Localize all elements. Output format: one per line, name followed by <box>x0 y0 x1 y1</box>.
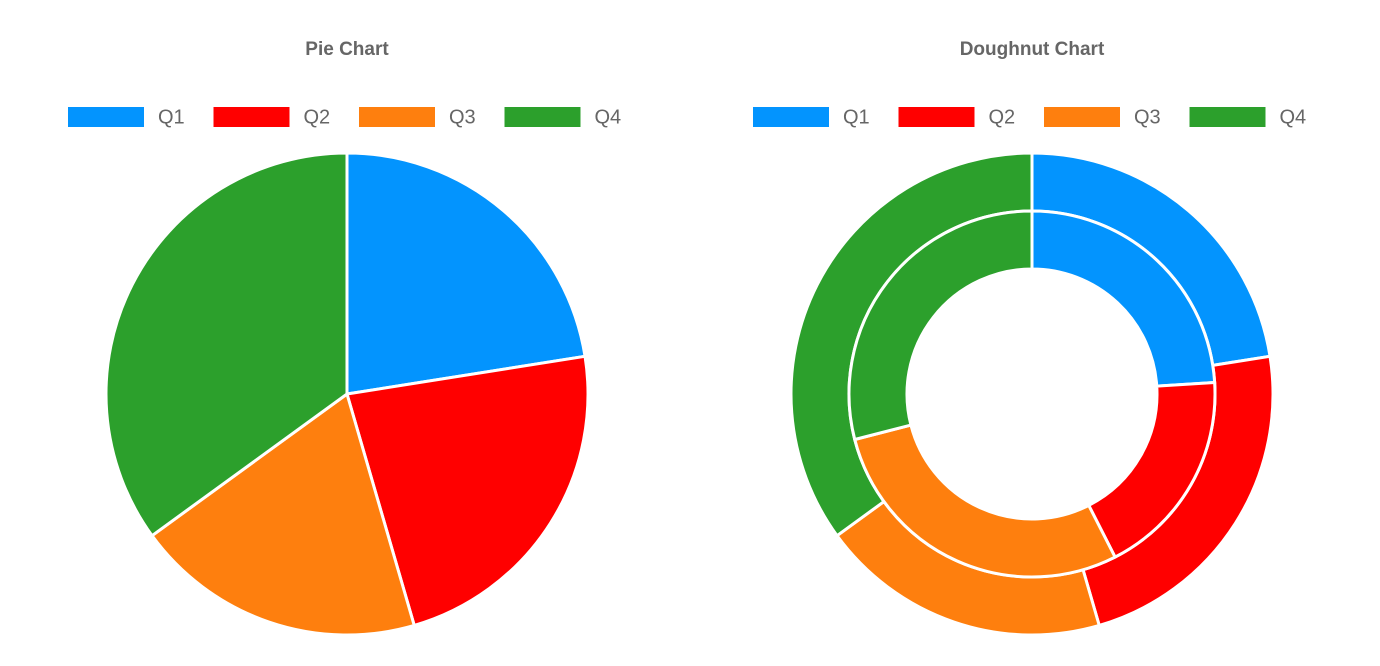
legend-label: Q1 <box>158 106 185 128</box>
slice <box>852 423 1118 579</box>
slice <box>345 354 590 628</box>
slice <box>104 151 349 538</box>
legend-swatch <box>359 107 435 127</box>
legend-label: Q1 <box>843 106 870 128</box>
slice <box>847 209 1034 442</box>
slice <box>149 391 417 637</box>
legend-swatch <box>1189 107 1266 127</box>
legend-swatch <box>753 107 829 127</box>
legend-swatch <box>68 107 144 127</box>
slice <box>345 151 587 396</box>
legend-label: Q3 <box>449 106 476 128</box>
chart-title: Doughnut Chart <box>960 39 1105 60</box>
legend-label: Q4 <box>595 106 622 128</box>
legend-swatch <box>898 107 975 127</box>
legend-label: Q4 <box>1280 106 1307 128</box>
legend-swatch <box>1044 107 1120 127</box>
legend-swatch <box>213 107 290 127</box>
legend-swatch <box>504 107 581 127</box>
legend-label: Q3 <box>1134 106 1161 128</box>
chart-title: Pie Chart <box>305 39 389 60</box>
legend-label: Q2 <box>304 106 331 128</box>
legend-label: Q2 <box>989 106 1016 128</box>
